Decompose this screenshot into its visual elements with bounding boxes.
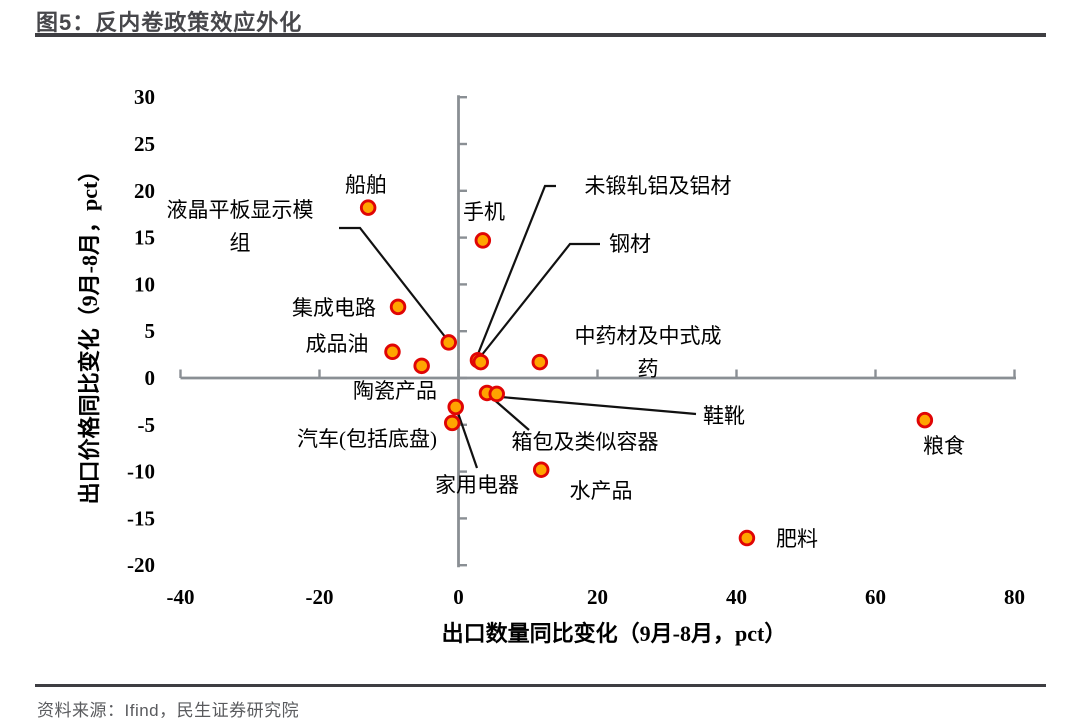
point-label: 船舶 — [345, 173, 387, 197]
y-tick-label: 10 — [134, 272, 155, 296]
source-divider-rule — [35, 684, 1046, 687]
leader-line — [456, 412, 479, 469]
x-tick-label: -20 — [306, 585, 334, 609]
data-point — [488, 385, 505, 403]
point-label: 未锻轧铝及铝材 — [585, 174, 732, 198]
leader-line — [500, 395, 697, 416]
data-point — [531, 353, 549, 371]
point-label: 鞋靴 — [703, 404, 745, 428]
point-label: 肥料 — [776, 527, 818, 551]
y-tick-label: 15 — [134, 226, 155, 250]
y-axis-title: 出口价格同比变化（9月-8月，pct） — [77, 160, 102, 505]
point-label: 药 — [638, 357, 659, 381]
point-label: 成品油 — [306, 332, 369, 356]
point-label: 箱包及类似容器 — [512, 430, 659, 454]
y-tick-label: -15 — [127, 506, 155, 530]
point-label: 液晶平板显示模 — [167, 198, 314, 222]
point-label: 集成电路 — [292, 296, 376, 320]
point-label: 家用电器 — [435, 473, 519, 497]
data-point — [532, 461, 550, 478]
y-tick-label: 25 — [134, 132, 155, 156]
data-point — [443, 414, 461, 432]
data-point — [384, 343, 401, 361]
y-tick-label: -5 — [138, 413, 156, 437]
point-label: 陶瓷产品 — [353, 379, 437, 403]
figure-title: 图5：反内卷政策效应外化 — [36, 10, 303, 35]
leader-line — [339, 226, 447, 339]
x-tick-label: 40 — [726, 585, 747, 609]
y-tick-label: 5 — [145, 319, 156, 343]
x-tick-label: 20 — [587, 585, 608, 609]
x-tick-label: 0 — [453, 585, 464, 609]
source-text: 资料来源：Ifind，民生证券研究院 — [37, 701, 300, 720]
title-underline-rule — [35, 33, 1046, 37]
point-label: 钢材 — [609, 232, 651, 256]
data-point — [738, 529, 756, 547]
leader-line — [480, 242, 600, 357]
data-point — [389, 298, 407, 316]
x-tick-label: 60 — [865, 585, 886, 609]
point-label: 水产品 — [570, 479, 633, 503]
point-label: 中药材及中式成 — [575, 324, 722, 348]
leader-line — [476, 184, 556, 355]
data-point — [413, 357, 430, 375]
y-tick-label: -20 — [127, 553, 155, 577]
data-point — [359, 199, 377, 216]
data-point — [916, 411, 934, 429]
y-tick-label: 20 — [134, 179, 155, 203]
leader-line — [490, 396, 530, 431]
data-point — [472, 353, 489, 371]
point-label: 汽车(包括底盘) — [297, 427, 437, 451]
data-point — [440, 334, 458, 351]
data-point — [474, 232, 492, 249]
x-tick-label: -40 — [167, 585, 195, 609]
scatter-chart: -40 -20 0 20 40 60 80 30 25 20 15 10 5 0 -5 -10 -15 -20 出口… — [77, 85, 1025, 646]
x-axis-title: 出口数量同比变化（9月-8月，pct） — [442, 621, 787, 646]
x-tick-label: 80 — [1004, 585, 1025, 609]
y-tick-label: 0 — [145, 366, 156, 390]
point-label: 组 — [230, 231, 251, 255]
y-tick-label: 30 — [134, 85, 155, 109]
point-label: 粮食 — [923, 434, 965, 458]
y-tick-label: -10 — [127, 460, 155, 484]
point-label: 手机 — [463, 200, 505, 224]
data-point — [447, 398, 464, 416]
